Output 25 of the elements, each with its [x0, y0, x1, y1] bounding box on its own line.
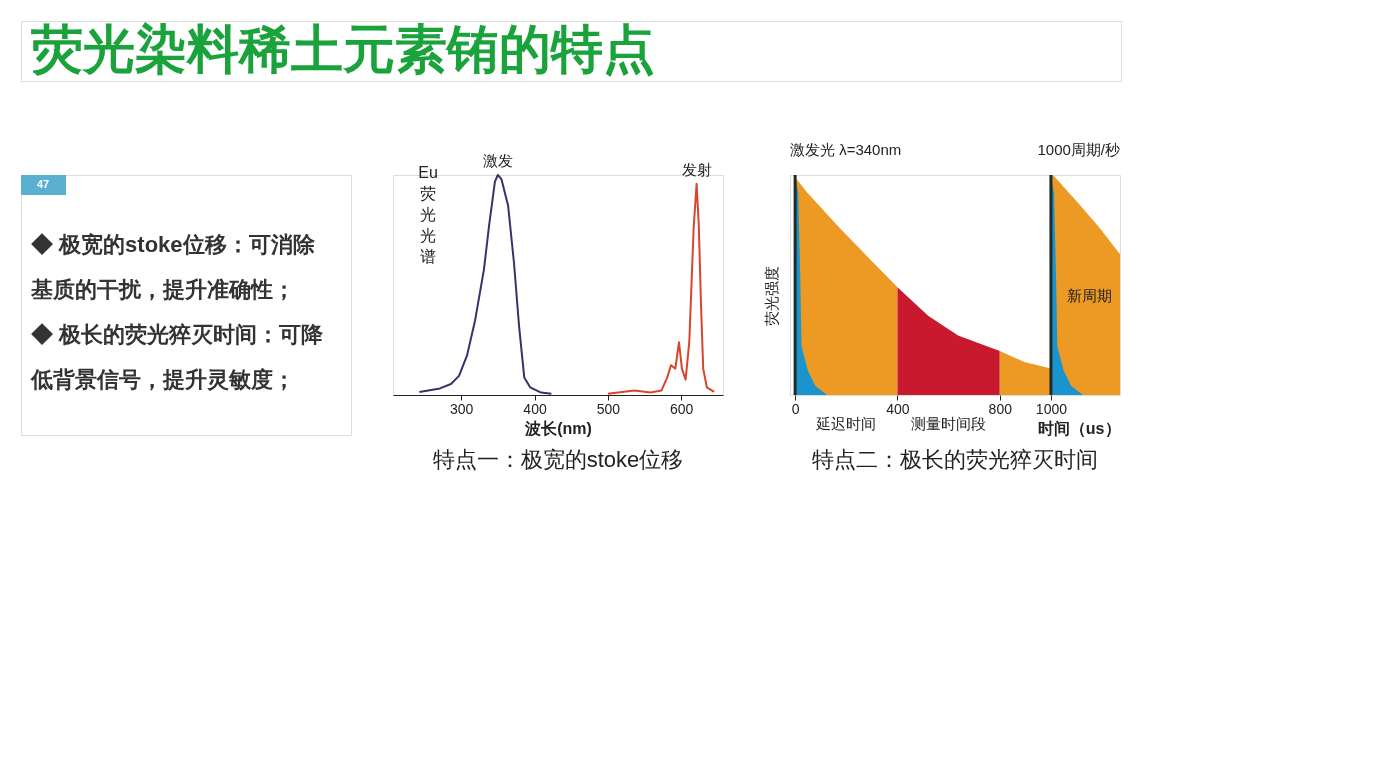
annotation: 测量时间段: [911, 415, 987, 432]
annotation: 延迟时间: [815, 415, 877, 432]
x-tick-label: 400: [523, 400, 547, 417]
text: 激发光 λ=340nm: [790, 141, 902, 158]
y-axis-title: Eu荧光光谱: [418, 164, 438, 265]
annotation: 发射: [681, 160, 712, 178]
y-axis-title: 荧光强度: [763, 266, 780, 326]
text: 47: [36, 178, 50, 190]
text: ◆ 极长的荧光猝灭时间：可降低背景信号，提升灵敏度；: [30, 322, 325, 392]
annotation: 新周期: [1067, 287, 1112, 304]
text: ◆ 极宽的stoke位移：可消除基质的干扰，提升准确性；: [30, 232, 316, 302]
annotation: 激发: [482, 152, 513, 169]
x-axis-title: 波长(nm): [524, 419, 592, 437]
x-tick-label: 400: [886, 400, 910, 417]
text: 荧光染料稀土元素铕的特点: [30, 20, 655, 78]
x-tick-label: 800: [988, 400, 1013, 417]
text: 1000周期/秒: [1037, 141, 1120, 158]
x-axis-title: 时间（us）: [1037, 419, 1121, 438]
text: 特点一：极宽的stoke位移: [432, 447, 684, 472]
x-tick-label: 600: [670, 400, 694, 417]
x-tick-label: 0: [791, 400, 800, 417]
x-tick-label: 300: [450, 400, 474, 417]
x-tick-label: 1000: [1035, 400, 1068, 417]
text: 特点二：极长的荧光猝灭时间: [812, 447, 1098, 472]
x-tick-label: 500: [596, 400, 621, 417]
